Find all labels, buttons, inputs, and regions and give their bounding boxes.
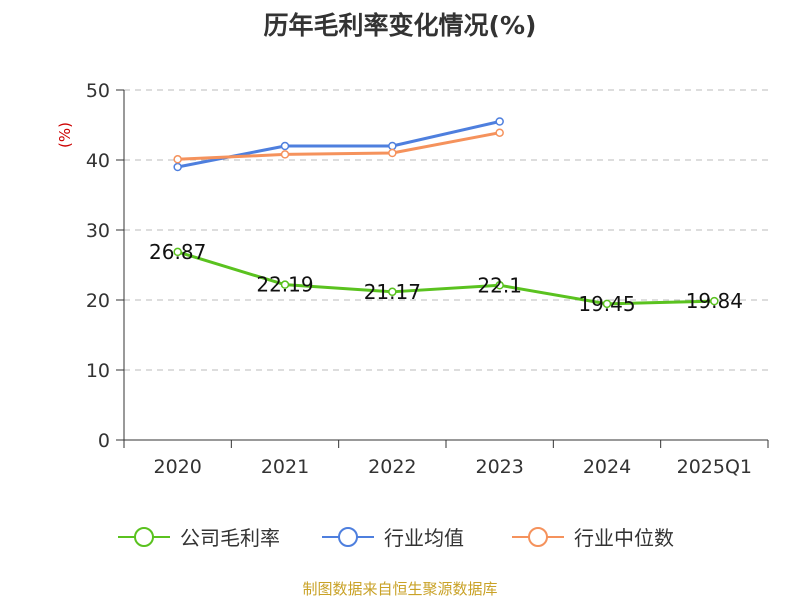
data-label: 26.87 [149,240,206,264]
y-tick-label: 10 [86,360,110,382]
data-point [173,162,182,172]
data-point [280,280,290,289]
chart-title: 历年毛利率变化情况(%) [263,11,537,40]
legend-marker [528,527,548,547]
legend-label: 行业均值 [384,526,464,550]
series-lines [173,117,719,309]
x-tick-label: 2021 [261,456,309,478]
legend-marker [338,527,358,547]
data-point [280,150,290,159]
y-tick-label: 30 [86,220,110,242]
data-point [388,287,397,297]
data-labels: 26.87 22.19 21.17 22.1 19.45 19.84 [149,240,743,316]
legend: 公司毛利率 行业均值 行业中位数 [118,526,674,550]
data-label: 22.1 [477,273,522,297]
y-tick-label: 0 [98,430,110,452]
data-label: 19.45 [578,292,635,316]
data-point [710,296,719,306]
data-point [495,117,504,126]
x-tick-label: 2022 [368,456,416,478]
series-line [177,250,715,306]
data-point [388,141,397,151]
data-point [495,281,504,290]
data-point [173,155,182,164]
x-tick-label: 2020 [153,456,201,478]
data-point [280,141,290,151]
axes: 0 10 20 30 40 50 2020 2021 2022 2023 2024 2025Q1 [86,80,769,478]
y-tick-label: 20 [86,290,110,312]
x-tick-label: 2023 [475,456,523,478]
y-tick-label: 50 [86,80,110,102]
y-tick-label: 40 [86,150,110,172]
data-point [495,128,504,137]
data-point [388,148,397,158]
legend-marker [134,527,154,547]
series-line [177,131,500,161]
legend-label: 行业中位数 [574,526,674,550]
legend-label: 公司毛利率 [180,526,280,550]
data-point [173,247,182,257]
x-tick-label: 2024 [583,456,631,478]
data-label: 22.19 [256,273,313,297]
data-label: 21.17 [364,280,421,304]
x-tick-label: 2025Q1 [677,456,752,478]
data-point [602,299,612,309]
data-source: 制图数据来自恒生聚源数据库 [302,580,498,598]
grid-lines [124,89,768,371]
data-label: 19.84 [686,289,743,313]
